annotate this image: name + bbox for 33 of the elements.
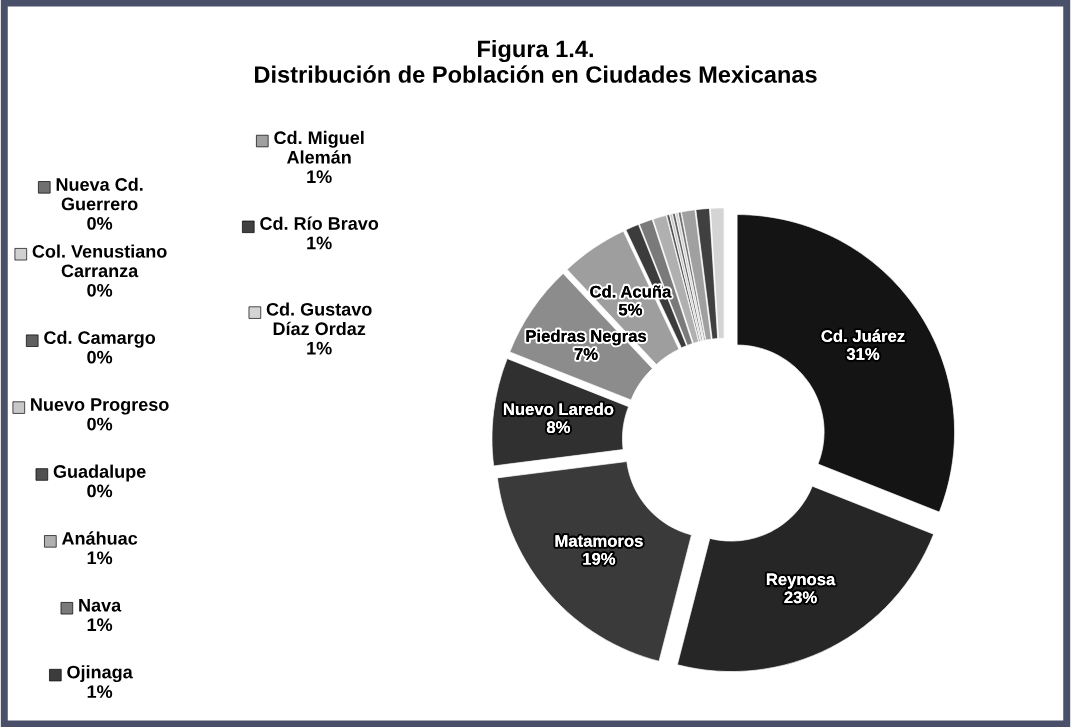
data-label: 1% [87,618,113,632]
data-label: 19% [583,552,616,565]
legend-label: Cd. Gustavo Díaz Ordaz [266,302,372,336]
slice-label: Matamoros [555,535,643,547]
legend-label: Anáhuac [61,531,138,545]
data-label: 1% [307,170,332,184]
legend-label: Nava [79,599,122,612]
data-label: 0% [87,350,113,364]
slice-label: Nuevo Laredo [503,402,614,416]
data-label: 8% [546,421,571,434]
legend-label: Ojinaga [67,665,133,683]
data-label: 1% [307,236,332,250]
data-label: 31% [846,348,880,360]
data-label: 7% [574,348,598,360]
data-label: 1% [87,685,113,698]
data-label: 1% [87,551,113,565]
data-label: 1% [307,341,332,355]
legend-label: Cd. Miguel Alemán [274,130,364,164]
legend-label: Col. Venustiano Carranza [32,244,167,278]
data-label: 0% [87,217,113,230]
legend-label: Cd. Río Bravo [260,216,379,230]
data-label: 5% [618,303,643,316]
legend-label: Nueva Cd. Guerrero [56,177,143,211]
slice-label: Cd. Juárez [821,329,905,342]
data-label: 0% [87,283,113,297]
legend-label: Nuevo Progreso [31,398,169,415]
data-label: 23% [784,591,817,604]
data-label: 0% [87,484,113,498]
chart-title: Figura 1.4. Distribución de Población en Ciudades Mexicanas [255,39,817,83]
legend-label: Cd. Camargo [44,330,156,348]
data-label: 0% [87,417,113,431]
slice-label: Reynosa [766,573,836,589]
legend-label: Guadalupe [53,464,146,482]
